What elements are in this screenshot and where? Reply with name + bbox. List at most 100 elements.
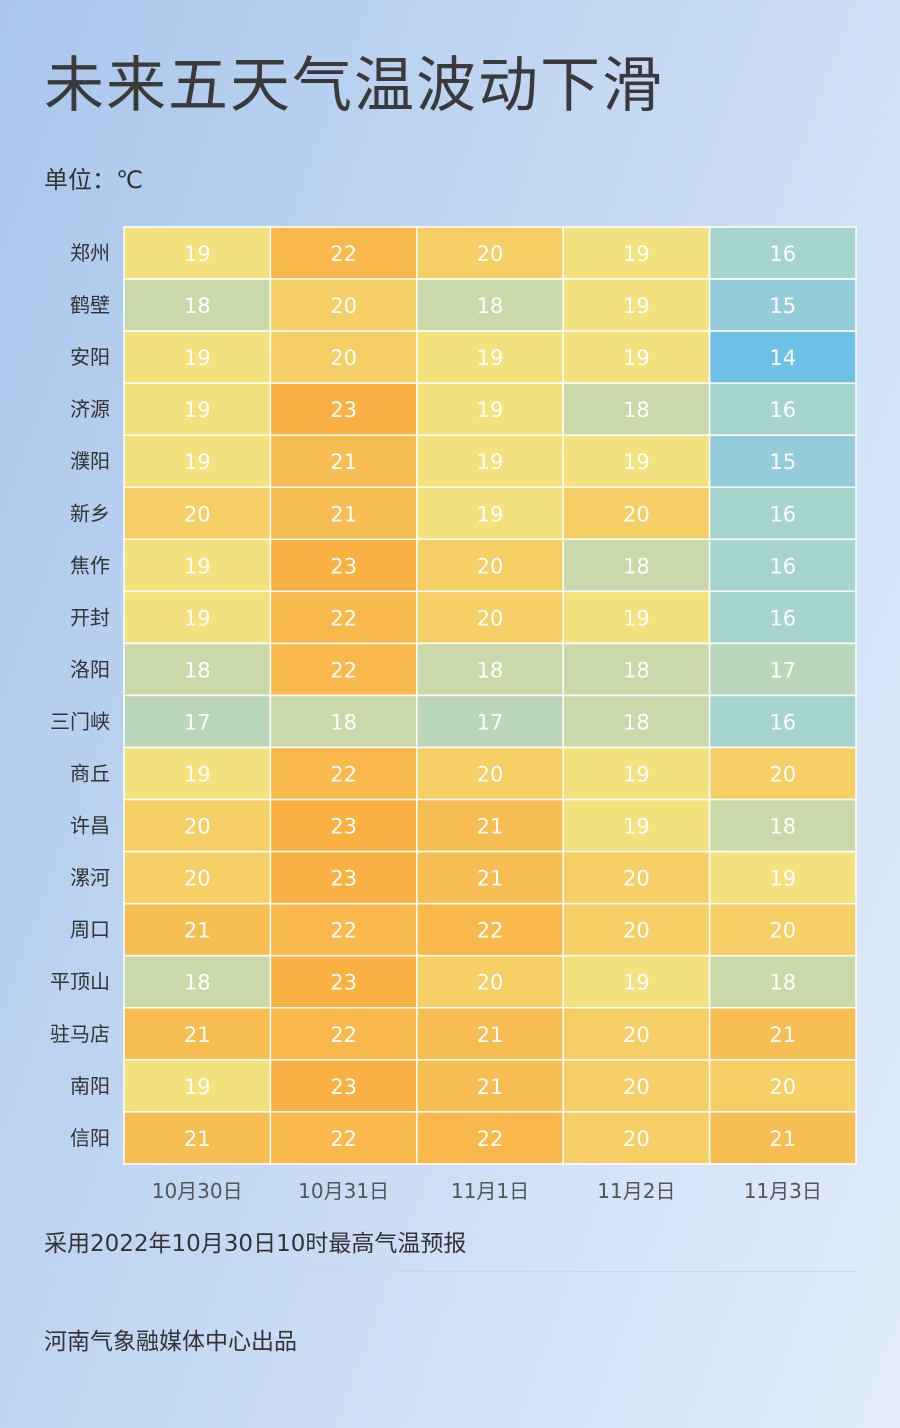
cell-value: 19 [184,606,211,630]
cell-value: 18 [623,554,650,578]
column-label: 11月3日 [744,1179,822,1203]
cell-value: 21 [769,1127,796,1151]
heatmap-cell [416,330,564,384]
heatmap-cell [269,642,418,697]
row-label: 许昌 [70,814,110,838]
heatmap-cell [123,746,272,801]
heatmap-cell [269,746,418,801]
heatmap-cell [562,1059,711,1113]
cell-value: 20 [330,346,357,370]
row-label: 开封 [70,605,110,629]
cell-value: 18 [184,658,211,682]
divider [44,1271,856,1272]
cell-value: 17 [769,658,796,682]
heatmap-cell [123,1007,272,1061]
heatmap-cell [708,434,857,489]
cell-value: 23 [330,867,357,891]
heatmap-cell [269,694,418,749]
cell-value: 18 [330,710,357,734]
cell-value: 19 [477,398,504,422]
temperature-heatmap: 郑州 19 22 20 19 16 鹤壁 18 20 18 19 15 安阳 19 20 19 19 14 济源 19… [50,226,857,1203]
cell-value: 20 [623,1023,650,1047]
unit-label: 单位：℃ [44,166,143,194]
cell-value: 19 [769,867,796,891]
heatmap-cell [416,902,564,957]
heatmap-cell [416,538,564,593]
cell-value: 18 [623,710,650,734]
heatmap-cell [123,486,272,541]
cell-value: 19 [623,450,650,474]
cell-value: 19 [623,971,650,995]
cell-value: 19 [623,606,650,630]
heatmap-cell [416,746,564,801]
heatmap-cell [269,850,418,905]
cell-value: 20 [477,606,504,630]
cell-value: 19 [623,242,650,266]
cell-value: 16 [769,710,796,734]
cell-value: 22 [330,1023,357,1047]
column-label: 11月1日 [451,1179,529,1203]
cell-value: 16 [769,606,796,630]
heatmap-cell [708,226,857,280]
cell-value: 20 [623,502,650,526]
heatmap-cell [562,434,711,489]
heatmap-cell [708,798,857,853]
cell-value: 20 [184,815,211,839]
cell-value: 17 [477,710,504,734]
heatmap-cell [708,642,857,697]
cell-value: 22 [477,1127,504,1151]
heatmap-cell [123,902,272,957]
cell-value: 18 [769,815,796,839]
credit-text: 河南气象融媒体中心出品 [44,1329,297,1355]
cell-value: 23 [330,1075,357,1099]
cell-value: 20 [623,1127,650,1151]
heatmap-cell [416,1111,564,1165]
heatmap-cell [416,434,564,489]
cell-value: 19 [477,502,504,526]
cell-value: 23 [330,971,357,995]
cell-value: 21 [330,502,357,526]
cell-value: 19 [477,450,504,474]
cell-value: 20 [769,763,796,787]
heatmap-cell [562,226,711,280]
row-label: 洛阳 [70,657,110,681]
cell-value: 18 [623,658,650,682]
cell-value: 19 [184,763,211,787]
cell-value: 19 [623,763,650,787]
heatmap-cell [708,954,857,1009]
cell-value: 20 [769,919,796,943]
cell-value: 20 [184,867,211,891]
cell-value: 20 [477,763,504,787]
cell-value: 18 [769,971,796,995]
heatmap-cell [416,850,564,905]
cell-value: 20 [623,1075,650,1099]
cell-value: 19 [477,346,504,370]
cell-value: 19 [623,346,650,370]
cell-value: 19 [184,242,211,266]
row-label: 南阳 [70,1074,110,1098]
cell-value: 22 [330,763,357,787]
heatmap-cell [269,538,418,593]
cell-value: 21 [184,1023,211,1047]
cell-value: 22 [330,658,357,682]
row-label: 平顶山 [50,970,110,994]
row-label: 安阳 [70,345,110,369]
heatmap-cell [269,798,418,853]
cell-value: 18 [477,294,504,318]
cell-value: 20 [184,502,211,526]
cell-value: 15 [769,450,796,474]
cell-value: 16 [769,502,796,526]
cell-value: 20 [623,919,650,943]
heatmap-cell [708,590,857,645]
heatmap-cell [123,330,272,384]
heatmap-cell [123,434,272,489]
heatmap-cell [123,538,272,593]
heatmap-cell [123,278,272,332]
heatmap-cell [708,382,857,436]
cell-value: 18 [184,971,211,995]
cell-value: 22 [330,606,357,630]
heatmap-cell [123,642,272,697]
cell-value: 22 [330,242,357,266]
cell-value: 23 [330,398,357,422]
heatmap-cell [708,330,857,384]
